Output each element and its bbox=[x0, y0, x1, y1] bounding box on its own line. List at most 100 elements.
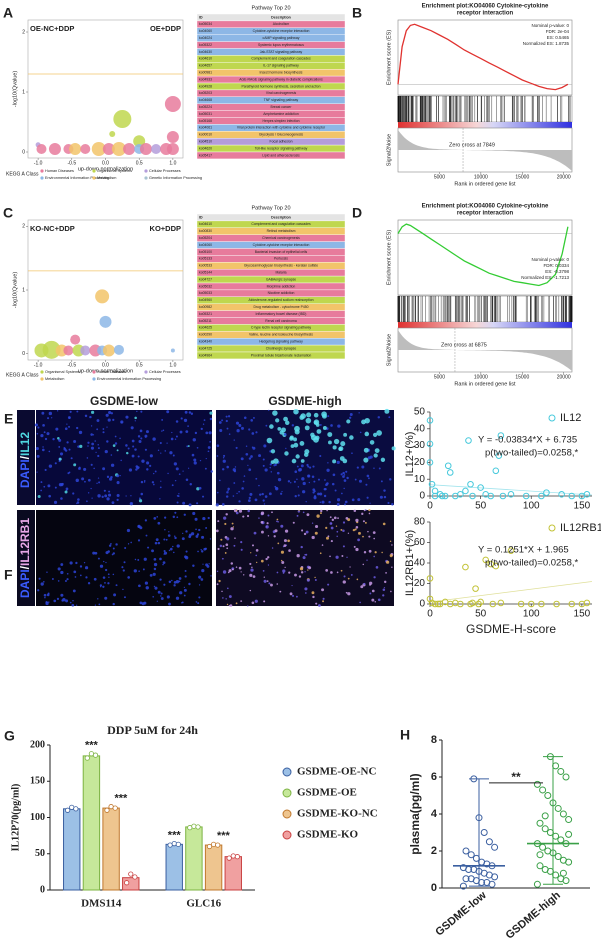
stain-dapi: DAPI bbox=[18, 569, 32, 598]
bubble bbox=[166, 143, 179, 155]
cell bbox=[193, 458, 197, 462]
cell bbox=[92, 551, 96, 555]
legend-label: Environmental Information Processing bbox=[45, 176, 109, 180]
point bbox=[457, 491, 464, 498]
cell bbox=[283, 539, 287, 543]
cell bbox=[64, 427, 68, 431]
cell bbox=[375, 566, 379, 569]
cell bbox=[313, 412, 319, 418]
cell bbox=[382, 594, 385, 597]
cell bbox=[219, 544, 223, 548]
y-tick-label: 2 bbox=[431, 845, 437, 857]
point bbox=[477, 598, 484, 606]
table-cell-id: ko05031 bbox=[199, 112, 212, 116]
cell bbox=[144, 519, 148, 522]
cell bbox=[86, 500, 88, 503]
cell bbox=[151, 481, 155, 484]
bubble bbox=[102, 143, 115, 155]
x-tick-label: 150 bbox=[574, 609, 591, 620]
point bbox=[549, 799, 557, 807]
bar bbox=[224, 856, 242, 891]
cell bbox=[291, 458, 297, 464]
cell bbox=[75, 604, 78, 606]
cell bbox=[328, 440, 332, 445]
cell bbox=[97, 443, 99, 446]
table-cell-description: Viral carcinogenesis bbox=[266, 91, 297, 95]
cell bbox=[63, 447, 67, 451]
cell bbox=[389, 554, 393, 558]
cell bbox=[373, 537, 376, 540]
legend-swatch bbox=[144, 370, 148, 374]
cell bbox=[222, 454, 226, 457]
cell bbox=[317, 492, 320, 496]
cell bbox=[163, 538, 166, 541]
cell bbox=[238, 490, 240, 493]
y-axis-label: -log10(Qvalue) bbox=[12, 71, 18, 108]
equation: Y = 0.1251*X + 1.965 bbox=[478, 545, 569, 556]
y-tick-label: 8 bbox=[431, 734, 437, 746]
cell bbox=[307, 569, 309, 571]
table-cell-description: Complement and coagulation cascades bbox=[251, 222, 311, 226]
cell bbox=[335, 525, 338, 527]
table-cell-description: Viral protein interaction with cytokine … bbox=[237, 126, 326, 130]
cell bbox=[227, 587, 229, 590]
bubble bbox=[109, 131, 116, 137]
cell bbox=[182, 532, 184, 535]
cell bbox=[221, 590, 223, 593]
cell bbox=[226, 465, 229, 469]
cell bbox=[273, 458, 279, 464]
cell bbox=[97, 598, 99, 600]
y-axis-label: -log10(Qvalue) bbox=[12, 272, 18, 309]
table-cell-id: ko05204 bbox=[199, 236, 212, 240]
cell bbox=[206, 564, 210, 568]
point bbox=[462, 875, 470, 883]
cell bbox=[178, 473, 181, 475]
point bbox=[539, 786, 547, 794]
cell bbox=[338, 446, 344, 452]
table-cell-id: ko05211 bbox=[199, 319, 212, 323]
title-right: OE+DDP bbox=[150, 24, 181, 33]
cell bbox=[190, 412, 194, 415]
point bbox=[559, 810, 567, 818]
point bbox=[554, 804, 562, 812]
cell bbox=[104, 596, 108, 600]
cell bbox=[36, 432, 39, 435]
table-cell-description: Glycolysis / Gluconeogenesis bbox=[259, 133, 304, 137]
cell bbox=[280, 524, 284, 528]
cell bbox=[315, 524, 319, 529]
table-cell-description: Lipid and atherosclerosis bbox=[262, 153, 300, 157]
cell bbox=[173, 584, 176, 587]
bubble bbox=[70, 334, 81, 345]
cell bbox=[171, 431, 173, 434]
x-tick-label: 0.5 bbox=[136, 160, 143, 166]
legend-swatch bbox=[40, 169, 44, 173]
cell bbox=[347, 532, 350, 534]
point bbox=[533, 780, 541, 788]
cell bbox=[135, 468, 138, 471]
cell bbox=[337, 424, 341, 428]
legend-swatch bbox=[92, 377, 96, 381]
table-cell-id: ko04510 bbox=[199, 140, 212, 144]
y-tick-label: 200 bbox=[30, 739, 45, 750]
x-tick-label: 100 bbox=[523, 501, 540, 512]
y-tick-label: 6 bbox=[431, 771, 437, 783]
cell bbox=[207, 446, 211, 449]
cell bbox=[305, 500, 307, 503]
table-cell-description: AGE-RAGE signaling pathway in diabetic c… bbox=[239, 77, 323, 81]
cell bbox=[270, 449, 276, 454]
cell bbox=[173, 551, 175, 554]
table-row bbox=[196, 269, 346, 277]
cell bbox=[102, 585, 105, 588]
cell bbox=[86, 457, 89, 459]
cell bbox=[159, 486, 162, 489]
cell bbox=[226, 603, 229, 606]
cell bbox=[306, 463, 309, 467]
cell bbox=[343, 479, 347, 482]
cell bbox=[320, 512, 322, 515]
cell bbox=[358, 479, 362, 483]
cell bbox=[108, 490, 111, 493]
cell bbox=[163, 549, 166, 553]
point bbox=[495, 452, 503, 459]
cell bbox=[76, 410, 79, 413]
cell bbox=[307, 474, 311, 478]
